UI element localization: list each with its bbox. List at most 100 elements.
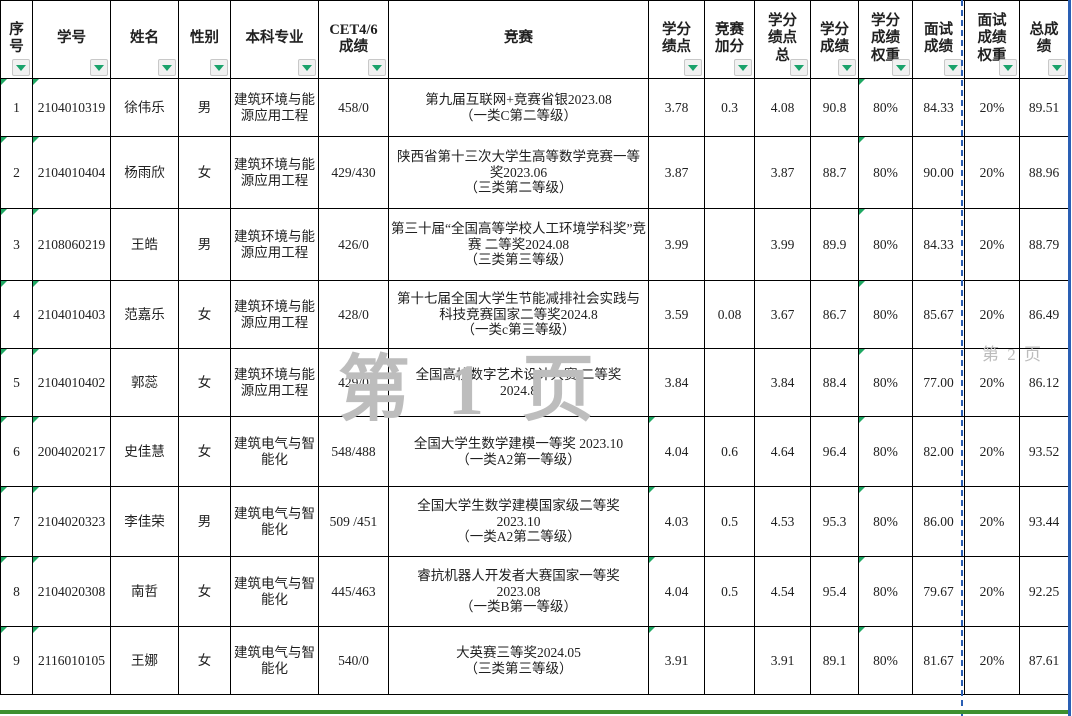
table-row[interactable]: 5 2104010402 郭蕊 女 建筑环境与能源应用工程 429/0 全国高校数字艺术设计…	[0, 348, 1069, 417]
cell-gpa-total[interactable]: 3.87	[754, 136, 811, 209]
filter-dropdown-student-id[interactable]	[90, 59, 108, 76]
cell-credit-score[interactable]: 95.4	[810, 556, 859, 627]
filter-dropdown-credit-score[interactable]	[838, 59, 856, 76]
cell-total[interactable]: 92.25	[1019, 556, 1069, 627]
cell-competition[interactable]: 第十七届全国大学生节能减排社会实践与科技竞赛国家二等奖2024.8 （一类c第三…	[388, 280, 649, 349]
column-header-total[interactable]: 总成 绩	[1019, 0, 1069, 79]
cell-total[interactable]: 93.44	[1019, 486, 1069, 557]
cell-cet[interactable]: 426/0	[318, 208, 389, 281]
cell-interview-score[interactable]: 84.33	[912, 78, 965, 137]
cell-interview-weight[interactable]: 20%	[964, 486, 1020, 557]
cell-credit-weight[interactable]: 80%	[858, 78, 913, 137]
cell-credit-score[interactable]: 95.3	[810, 486, 859, 557]
filter-dropdown-cet[interactable]	[368, 59, 386, 76]
cell-name[interactable]: 南哲	[110, 556, 179, 627]
cell-gpa[interactable]: 4.03	[648, 486, 705, 557]
cell-interview-weight[interactable]: 20%	[964, 208, 1020, 281]
cell-bonus[interactable]	[704, 348, 755, 417]
cell-competition[interactable]: 陕西省第十三次大学生高等数学竞赛一等奖2023.06 （三类第二等级）	[388, 136, 649, 209]
cell-name[interactable]: 郭蕊	[110, 348, 179, 417]
cell-interview-score[interactable]: 82.00	[912, 416, 965, 487]
cell-gender[interactable]: 女	[178, 626, 231, 695]
cell-gpa[interactable]: 3.91	[648, 626, 705, 695]
column-header-interview-weight[interactable]: 面试 成绩 权重	[964, 0, 1020, 79]
cell-competition[interactable]: 第九届互联网+竞赛省银2023.08 （一类C第二等级）	[388, 78, 649, 137]
cell-credit-score[interactable]: 89.9	[810, 208, 859, 281]
cell-gender[interactable]: 女	[178, 136, 231, 209]
cell-interview-score[interactable]: 84.33	[912, 208, 965, 281]
table-row[interactable]: 9 2116010105 王娜 女 建筑电气与智能化 540/0 大英赛三等奖2024.05…	[0, 626, 1069, 695]
cell-major[interactable]: 建筑环境与能源应用工程	[230, 208, 319, 281]
filter-dropdown-bonus[interactable]	[734, 59, 752, 76]
cell-gender[interactable]: 男	[178, 208, 231, 281]
table-row[interactable]: 7 2104020323 李佳荣 男 建筑电气与智能化 509 /451 全国大学生数学建模…	[0, 486, 1069, 557]
cell-student-id[interactable]: 2104010403	[32, 280, 111, 349]
cell-credit-score[interactable]: 96.4	[810, 416, 859, 487]
cell-cet[interactable]: 458/0	[318, 78, 389, 137]
cell-gpa-total[interactable]: 4.08	[754, 78, 811, 137]
cell-major[interactable]: 建筑环境与能源应用工程	[230, 136, 319, 209]
column-header-index[interactable]: 序号	[0, 0, 33, 79]
table-row[interactable]: 2 2104010404 杨雨欣 女 建筑环境与能源应用工程 429/430 陕西省第十三次…	[0, 136, 1069, 209]
cell-credit-score[interactable]: 89.1	[810, 626, 859, 695]
cell-gpa[interactable]: 4.04	[648, 416, 705, 487]
cell-name[interactable]: 李佳荣	[110, 486, 179, 557]
cell-credit-weight[interactable]: 80%	[858, 136, 913, 209]
cell-bonus[interactable]: 0.08	[704, 280, 755, 349]
cell-name[interactable]: 徐伟乐	[110, 78, 179, 137]
cell-gender[interactable]: 女	[178, 556, 231, 627]
cell-cet[interactable]: 429/430	[318, 136, 389, 209]
cell-gender[interactable]: 女	[178, 416, 231, 487]
cell-credit-weight[interactable]: 80%	[858, 208, 913, 281]
cell-gpa[interactable]: 3.84	[648, 348, 705, 417]
cell-cet[interactable]: 548/488	[318, 416, 389, 487]
cell-credit-weight[interactable]: 80%	[858, 626, 913, 695]
column-header-credit-weight[interactable]: 学分 成绩 权重	[858, 0, 913, 79]
cell-interview-score[interactable]: 79.67	[912, 556, 965, 627]
cell-student-id[interactable]: 2104010404	[32, 136, 111, 209]
cell-total[interactable]: 88.96	[1019, 136, 1069, 209]
cell-name[interactable]: 王娜	[110, 626, 179, 695]
cell-name[interactable]: 杨雨欣	[110, 136, 179, 209]
cell-credit-score[interactable]: 88.7	[810, 136, 859, 209]
cell-gpa[interactable]: 3.78	[648, 78, 705, 137]
column-header-gender[interactable]: 性别	[178, 0, 231, 79]
cell-bonus[interactable]: 0.3	[704, 78, 755, 137]
cell-index[interactable]: 2	[0, 136, 33, 209]
cell-gpa[interactable]: 3.99	[648, 208, 705, 281]
cell-index[interactable]: 7	[0, 486, 33, 557]
cell-bonus[interactable]: 0.5	[704, 486, 755, 557]
column-header-competition[interactable]: 竞赛	[388, 0, 649, 79]
cell-cet[interactable]: 429/0	[318, 348, 389, 417]
cell-index[interactable]: 8	[0, 556, 33, 627]
cell-student-id[interactable]: 2104020308	[32, 556, 111, 627]
cell-credit-weight[interactable]: 80%	[858, 280, 913, 349]
cell-cet[interactable]: 540/0	[318, 626, 389, 695]
filter-dropdown-gpa[interactable]	[684, 59, 702, 76]
cell-credit-weight[interactable]: 80%	[858, 486, 913, 557]
cell-gpa-total[interactable]: 4.54	[754, 556, 811, 627]
table-row[interactable]: 3 2108060219 王皓 男 建筑环境与能源应用工程 426/0 第三十届“全国高等学…	[0, 208, 1069, 281]
cell-student-id[interactable]: 2116010105	[32, 626, 111, 695]
cell-gpa[interactable]: 3.59	[648, 280, 705, 349]
cell-interview-score[interactable]: 85.67	[912, 280, 965, 349]
column-header-student-id[interactable]: 学号	[32, 0, 111, 79]
cell-credit-weight[interactable]: 80%	[858, 556, 913, 627]
filter-dropdown-credit-weight[interactable]	[892, 59, 910, 76]
cell-gender[interactable]: 男	[178, 78, 231, 137]
cell-credit-weight[interactable]: 80%	[858, 348, 913, 417]
column-header-major[interactable]: 本科专业	[230, 0, 319, 79]
filter-dropdown-total[interactable]	[1048, 59, 1066, 76]
cell-major[interactable]: 建筑环境与能源应用工程	[230, 348, 319, 417]
cell-cet[interactable]: 509 /451	[318, 486, 389, 557]
cell-interview-score[interactable]: 90.00	[912, 136, 965, 209]
cell-major[interactable]: 建筑环境与能源应用工程	[230, 280, 319, 349]
cell-competition[interactable]: 第三十届“全国高等学校人工环境学科奖”竞赛 二等奖2024.08 （三类第三等级…	[388, 208, 649, 281]
column-header-interview-score[interactable]: 面试 成绩	[912, 0, 965, 79]
cell-total[interactable]: 93.52	[1019, 416, 1069, 487]
cell-competition[interactable]: 全国高校数字艺术设计大赛 二等奖 2024.8	[388, 348, 649, 417]
cell-gender[interactable]: 女	[178, 348, 231, 417]
cell-gpa-total[interactable]: 3.99	[754, 208, 811, 281]
cell-credit-score[interactable]: 86.7	[810, 280, 859, 349]
cell-credit-score[interactable]: 90.8	[810, 78, 859, 137]
